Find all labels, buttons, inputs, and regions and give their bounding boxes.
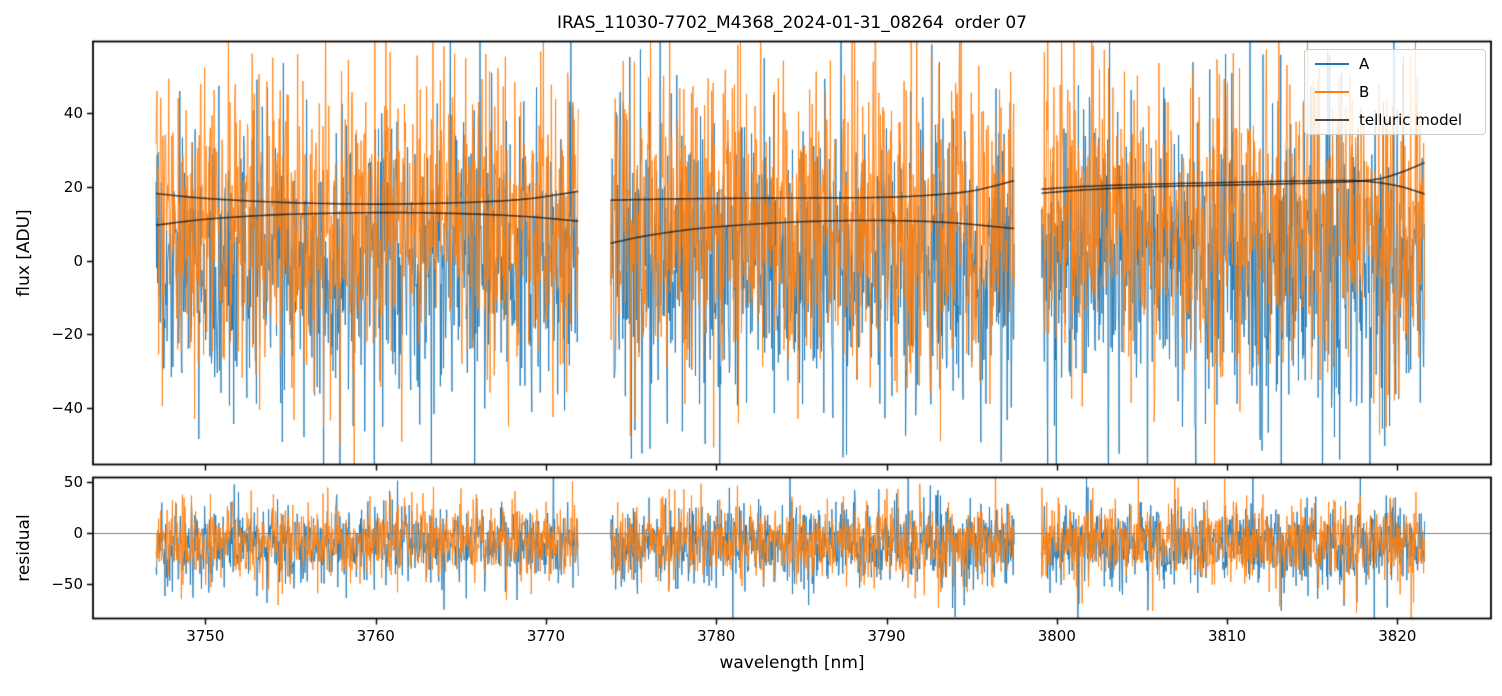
residual-axis-label: residual — [14, 514, 34, 582]
series-b-label: B — [1359, 83, 1370, 101]
series-b-line-sample — [1315, 91, 1349, 93]
legend-entry-telluric: telluric model — [1305, 107, 1485, 133]
series-a-label: A — [1359, 55, 1370, 73]
chart-title: IRAS_11030-7702_M4368_2024-01-31_08264 o… — [556, 13, 1027, 33]
legend: A B telluric model — [1304, 49, 1486, 135]
flux-axis-label: flux [ADU] — [14, 209, 34, 297]
legend-entry-a: A — [1305, 51, 1485, 77]
telluric-model-line-sample — [1315, 119, 1349, 121]
series-a-line-sample — [1315, 63, 1349, 65]
legend-entry-b: B — [1305, 79, 1485, 105]
wavelength-axis-label: wavelength [nm] — [719, 653, 865, 673]
telluric-model-label: telluric model — [1359, 111, 1463, 129]
